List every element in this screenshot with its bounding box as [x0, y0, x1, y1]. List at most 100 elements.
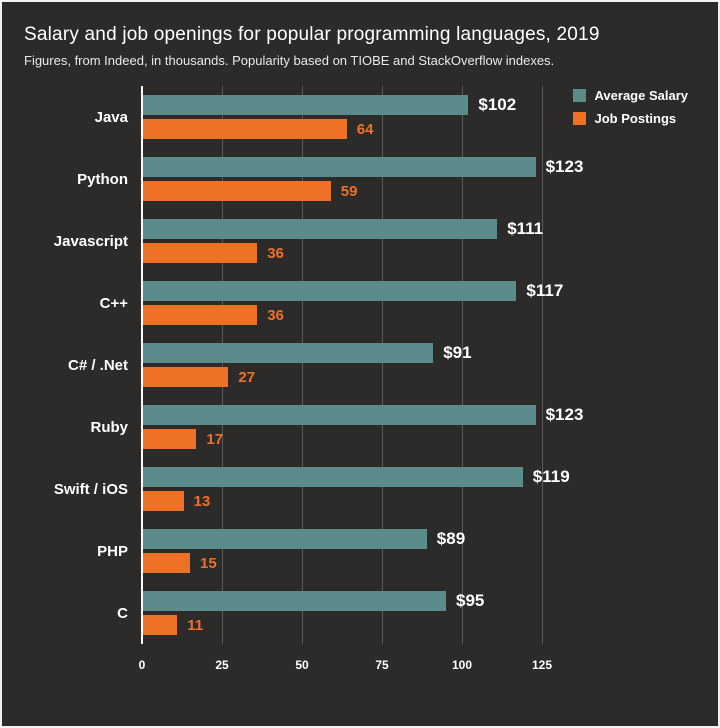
salary-value-label: $95 — [456, 591, 485, 610]
chart-row: Swift / iOS $119 13 — [22, 458, 698, 520]
salary-bar — [142, 281, 517, 301]
salary-bar — [142, 591, 446, 611]
chart-title: Salary and job openings for popular prog… — [24, 24, 600, 45]
x-tick-label: 125 — [531, 658, 553, 672]
bar-group: $89 15 — [142, 529, 698, 573]
gridline — [462, 86, 463, 644]
salary-bar — [142, 219, 498, 239]
legend-label-salary: Average Salary — [594, 88, 688, 103]
x-tick-label: 0 — [138, 658, 146, 672]
jobs-value-label: 59 — [340, 182, 358, 200]
bar-chart: Java $102 64 Python $123 59 Javascript $111 36 C+… — [22, 86, 698, 686]
jobs-bar-line: 15 — [142, 553, 698, 573]
bar-group: $123 17 — [142, 405, 698, 449]
salary-bar — [142, 343, 434, 363]
category-label: C++ — [99, 294, 128, 312]
salary-bar — [142, 157, 536, 177]
salary-bar-line: $123 — [142, 157, 698, 177]
jobs-bar — [142, 305, 258, 325]
gridline — [542, 86, 543, 644]
salary-bar-line: $119 — [142, 467, 698, 487]
category-label: C — [117, 604, 128, 622]
jobs-bar-line: 13 — [142, 491, 698, 511]
category-label: PHP — [97, 542, 128, 560]
x-tick-label: 50 — [295, 658, 309, 672]
jobs-bar-line: 17 — [142, 429, 698, 449]
jobs-swatch-icon — [572, 112, 586, 125]
category-label: Python — [77, 170, 128, 188]
jobs-bar — [142, 119, 347, 139]
salary-bar — [142, 95, 469, 115]
bar-group: $119 13 — [142, 467, 698, 511]
jobs-bar-line: 11 — [142, 615, 698, 635]
legend-item-jobs: Job Postings — [572, 111, 688, 126]
jobs-bar-line: 36 — [142, 243, 698, 263]
salary-value-label: $123 — [545, 405, 584, 424]
jobs-bar-line: 64 — [142, 119, 698, 139]
jobs-value-label: 13 — [193, 492, 211, 510]
jobs-value-label: 17 — [206, 430, 224, 448]
salary-value-label: $119 — [532, 467, 570, 486]
category-label: Ruby — [90, 418, 129, 436]
jobs-bar-line: 36 — [142, 305, 698, 325]
jobs-bar — [142, 181, 331, 201]
bar-group: $111 36 — [142, 219, 698, 263]
salary-bar-line: $91 — [142, 343, 698, 363]
chart-row: PHP $89 15 — [22, 520, 698, 582]
gridline — [222, 86, 223, 644]
jobs-bar — [142, 491, 184, 511]
salary-bar — [142, 529, 427, 549]
salary-bar-line: $102 — [142, 95, 698, 115]
bar-group: $117 36 — [142, 281, 698, 325]
salary-bar-line: $111 — [142, 219, 698, 239]
jobs-bar — [142, 429, 197, 449]
category-label: Java — [94, 108, 128, 126]
jobs-value-label: 36 — [267, 244, 284, 262]
chart-row: Python $123 59 — [22, 148, 698, 210]
chart-row: C $95 11 — [22, 582, 698, 644]
gridline — [382, 86, 383, 644]
jobs-bar — [142, 553, 190, 573]
salary-value-label: $102 — [478, 95, 517, 114]
chart-subtitle: Figures, from Indeed, in thousands. Popu… — [24, 53, 555, 68]
jobs-bar-line: 59 — [142, 181, 698, 201]
jobs-bar — [142, 615, 178, 635]
chart-row: Javascript $111 36 — [22, 210, 698, 272]
jobs-value-label: 15 — [200, 554, 217, 572]
salary-bar-line: $123 — [142, 405, 698, 425]
chart-row: C++ $117 36 — [22, 272, 698, 334]
chart-row: Java $102 64 — [22, 86, 698, 148]
legend-label-jobs: Job Postings — [594, 111, 677, 126]
jobs-bar-line: 27 — [142, 367, 698, 387]
jobs-value-label: 64 — [356, 120, 374, 138]
salary-value-label: $111 — [507, 219, 544, 238]
category-label: Javascript — [53, 232, 128, 250]
jobs-value-label: 11 — [187, 616, 204, 634]
jobs-bar — [142, 243, 258, 263]
salary-bar-line: $95 — [142, 591, 698, 611]
x-tick-label: 100 — [451, 658, 473, 672]
chart-row: Ruby $123 17 — [22, 396, 698, 458]
salary-value-label: $89 — [436, 529, 466, 548]
legend-item-salary: Average Salary — [572, 88, 688, 103]
gridline — [302, 86, 303, 644]
salary-swatch-icon — [572, 89, 586, 102]
bar-group: $102 64 — [142, 95, 698, 139]
gridline-layer — [142, 86, 543, 644]
salary-value-label: $123 — [545, 157, 584, 176]
chart-legend: Average Salary Job Postings — [572, 88, 688, 126]
bar-group: $95 11 — [142, 591, 698, 635]
jobs-value-label: 27 — [238, 368, 256, 386]
bar-group: $123 59 — [142, 157, 698, 201]
salary-value-label: $91 — [443, 343, 472, 362]
category-label: C# / .Net — [67, 356, 128, 374]
x-axis: 0 25 50 75 100 125 — [138, 652, 552, 678]
x-tick-label: 75 — [375, 658, 389, 672]
category-label: Swift / iOS — [53, 480, 128, 498]
chart-row: C# / .Net $91 27 — [22, 334, 698, 396]
jobs-bar — [142, 367, 229, 387]
jobs-value-label: 36 — [267, 306, 284, 324]
salary-bar-line: $117 — [142, 281, 698, 301]
bar-group: $91 27 — [142, 343, 698, 387]
chart-rows: Java $102 64 Python $123 59 Javascript $111 36 C+… — [22, 86, 698, 644]
